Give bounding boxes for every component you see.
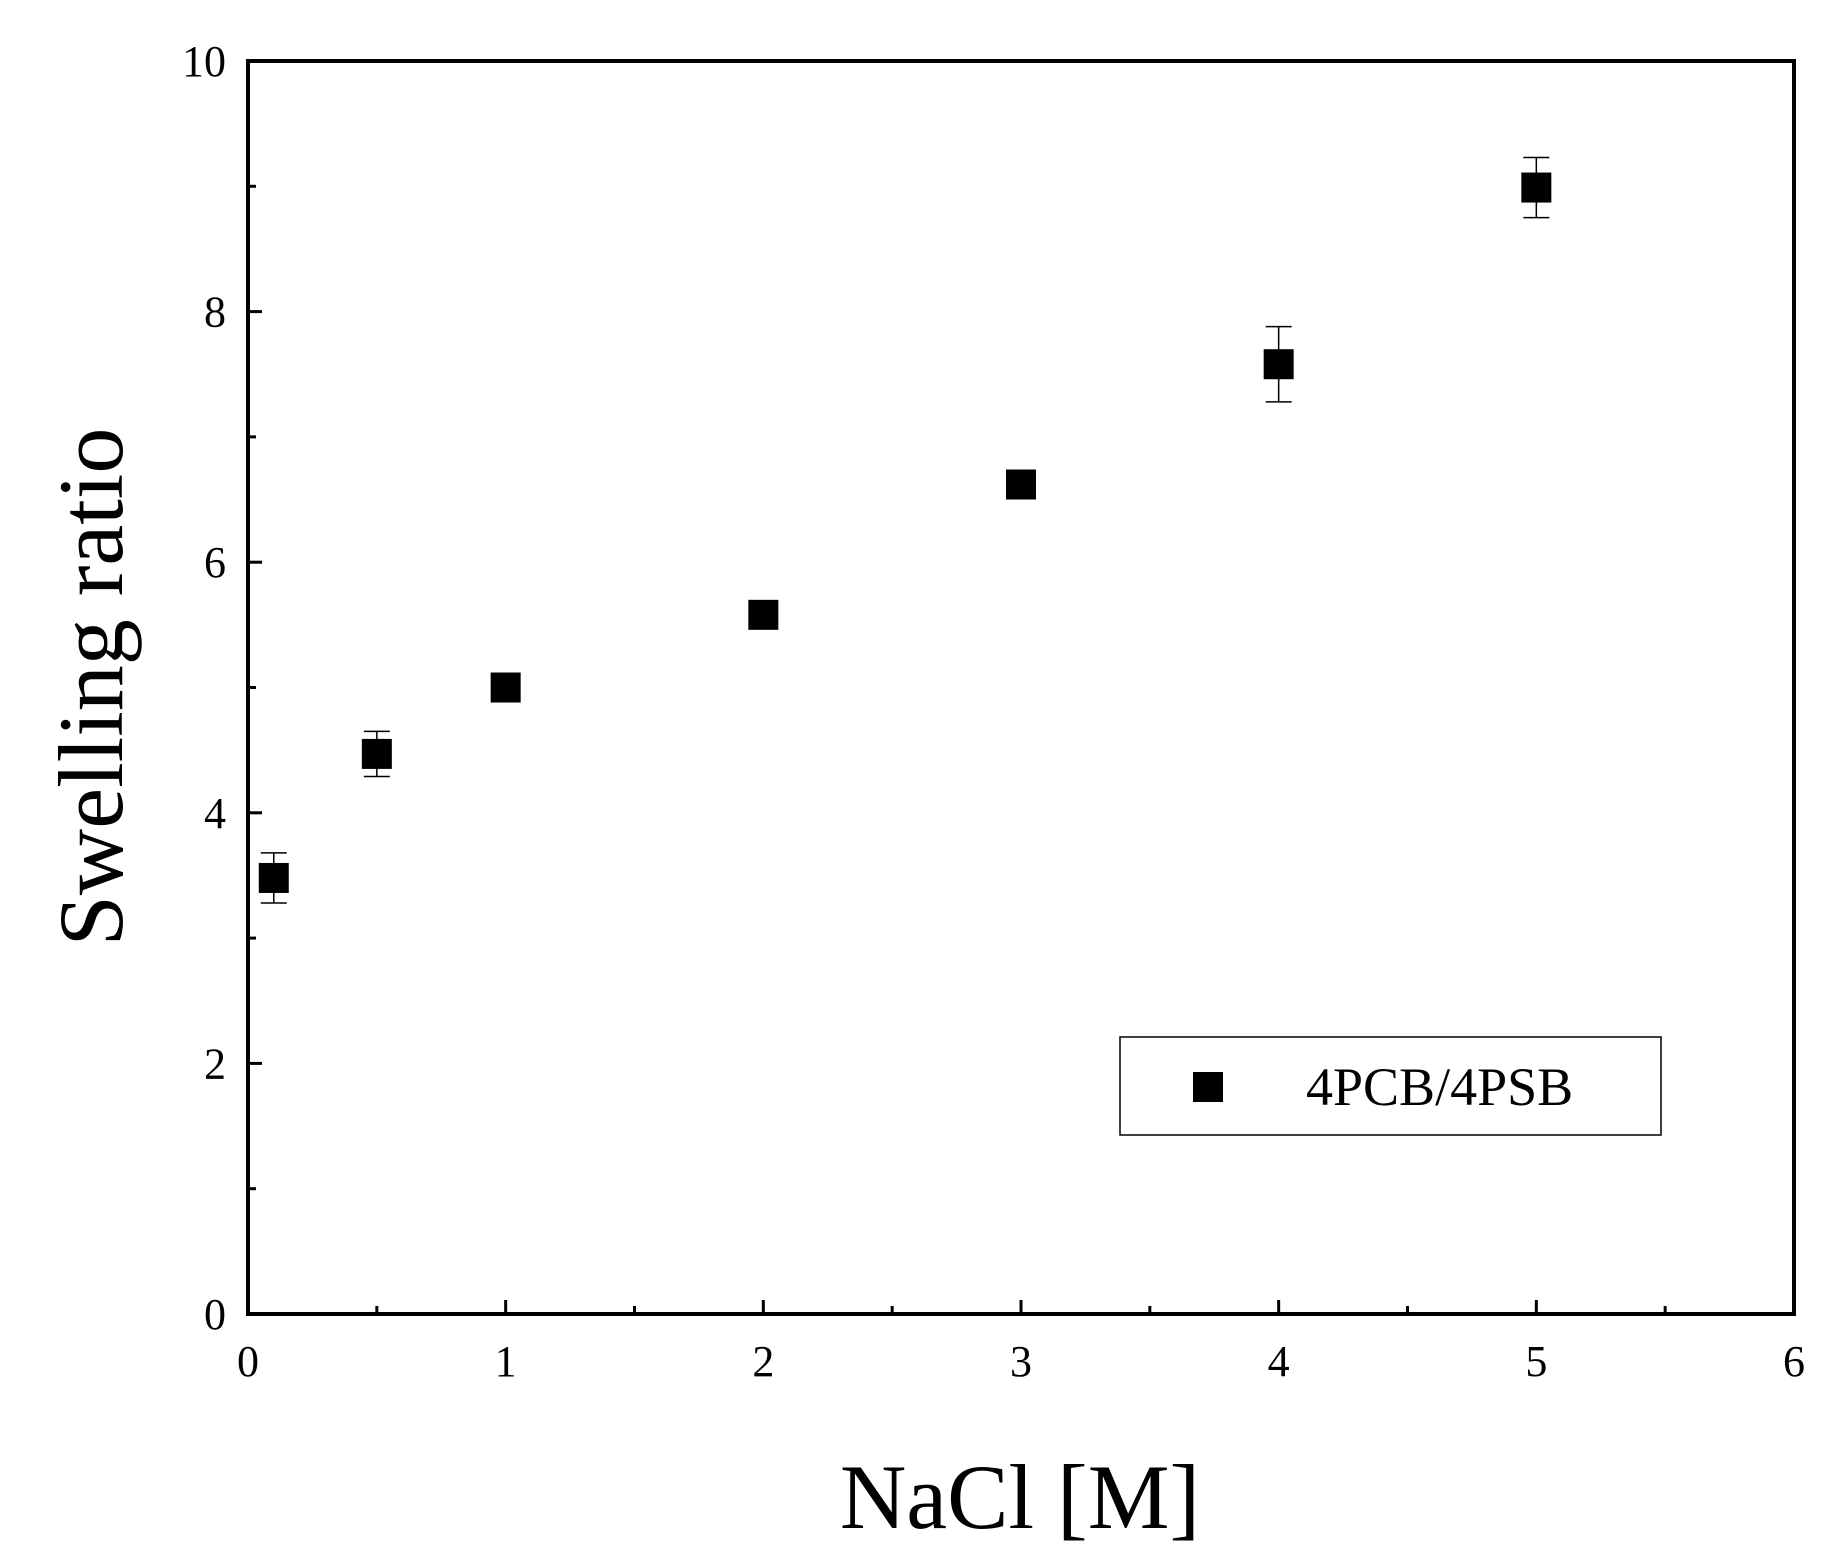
y-tick-label: 8	[204, 288, 226, 337]
data-marks	[258, 156, 1552, 904]
x-tick-label: 1	[495, 1337, 517, 1386]
data-point	[361, 738, 392, 769]
x-tick-label: 3	[1010, 1337, 1032, 1386]
x-tick-label: 5	[1525, 1337, 1547, 1386]
x-tick-label: 6	[1783, 1337, 1805, 1386]
x-axis-title: NaCl [M]	[840, 1446, 1200, 1548]
y-tick-label: 0	[204, 1290, 226, 1339]
data-point	[748, 599, 779, 630]
legend: 4PCB/4PSB	[1119, 1036, 1662, 1136]
data-point	[1521, 172, 1552, 203]
y-tick-label: 10	[182, 37, 226, 86]
y-tick-label: 6	[204, 538, 226, 587]
x-tick-label: 0	[237, 1337, 259, 1386]
y-axis-title: Swelling ratio	[40, 428, 142, 947]
data-point	[1006, 469, 1036, 500]
legend-marker	[1193, 1072, 1223, 1102]
legend-label: 4PCB/4PSB	[1306, 1057, 1573, 1117]
data-point	[258, 862, 289, 893]
y-tick-label: 2	[204, 1039, 226, 1088]
data-point	[1263, 349, 1294, 380]
y-tick-label: 4	[204, 789, 226, 838]
axis-ticks: 0 1 2 3 4 5 6 0 2 4 6 8 10	[182, 37, 1805, 1386]
data-point	[490, 672, 521, 703]
x-tick-label: 2	[752, 1337, 774, 1386]
x-tick-label: 4	[1268, 1337, 1290, 1386]
